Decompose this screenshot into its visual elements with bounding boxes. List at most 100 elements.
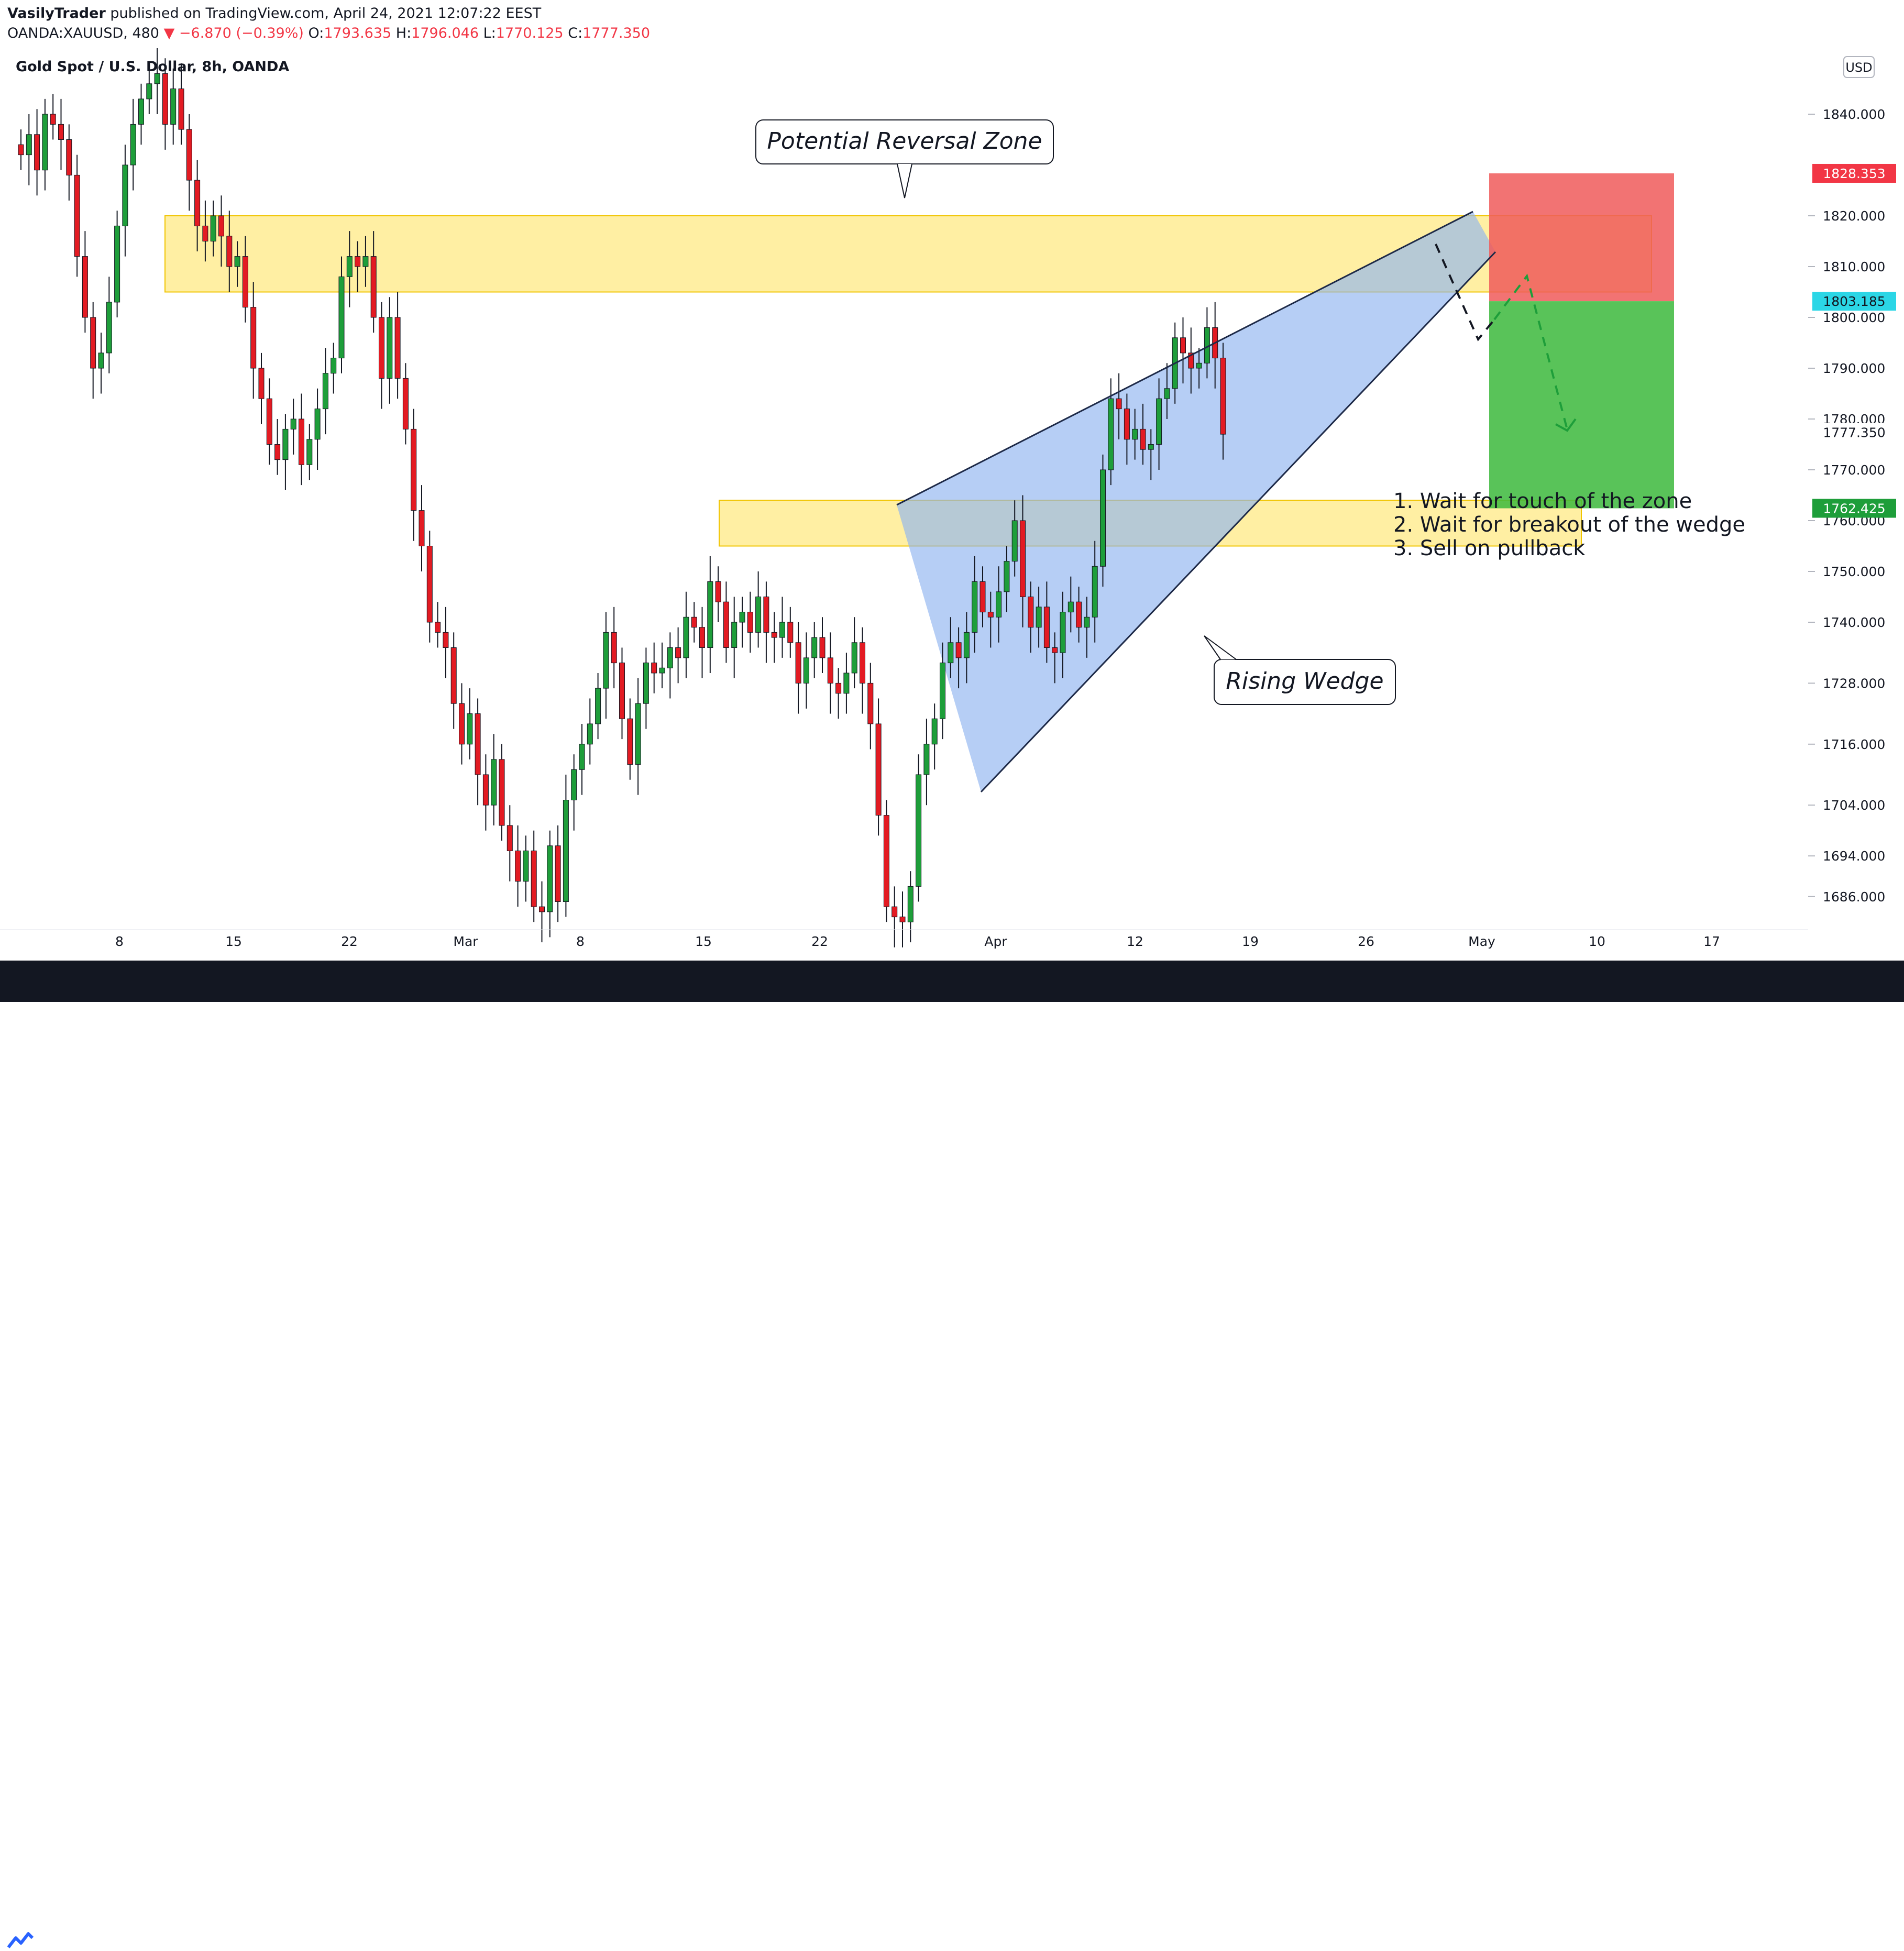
candle-body xyxy=(699,627,705,648)
candle xyxy=(499,744,505,841)
candle-body xyxy=(531,851,537,907)
time-tick-label: Mar xyxy=(453,934,478,949)
candle xyxy=(699,607,705,678)
candle xyxy=(948,617,954,678)
candle xyxy=(419,485,425,571)
candle-body xyxy=(66,139,72,175)
candle-body xyxy=(523,851,529,882)
candle-body xyxy=(50,114,56,125)
candle-body xyxy=(1108,398,1114,470)
candle xyxy=(547,830,553,938)
candle xyxy=(707,556,713,673)
tradingview-brand[interactable]: TradingView xyxy=(38,1933,133,1951)
candle xyxy=(170,68,177,145)
candle xyxy=(218,195,224,267)
candle xyxy=(66,124,72,201)
price-tick-label: 1820.000 xyxy=(1823,208,1885,224)
candle xyxy=(587,698,593,765)
candle xyxy=(771,612,777,663)
candle xyxy=(266,378,272,465)
candle xyxy=(58,98,64,170)
candle xyxy=(98,333,104,394)
candle-body xyxy=(931,718,938,745)
high-label: H: xyxy=(395,25,412,41)
candle xyxy=(314,388,321,470)
candle-body xyxy=(443,632,449,648)
candle-body xyxy=(907,886,914,922)
price-tick-label: 1694.000 xyxy=(1823,848,1885,864)
time-tick-label: 12 xyxy=(1127,934,1143,949)
price-tick-label: 1770.000 xyxy=(1823,462,1885,478)
candle xyxy=(675,627,681,684)
candle-body xyxy=(1036,607,1042,628)
candle-body xyxy=(162,73,168,125)
candle xyxy=(1220,343,1226,460)
candle xyxy=(338,256,345,373)
time-tick-label: 19 xyxy=(1242,934,1259,949)
candle-body xyxy=(875,723,882,816)
candle-body xyxy=(491,759,497,806)
currency-label: USD xyxy=(1845,60,1872,75)
candle xyxy=(122,145,128,257)
candle-body xyxy=(98,352,104,369)
candle xyxy=(1124,393,1130,465)
candle xyxy=(394,292,401,399)
wedge-upper-line xyxy=(896,211,1473,506)
candle xyxy=(138,83,144,145)
price-chart[interactable]: Potential Reversal Zone Rising Wedge 1. Wa… xyxy=(0,0,1904,1002)
candle xyxy=(178,63,184,145)
price-tag-bg xyxy=(1812,163,1896,183)
candle-body xyxy=(338,276,345,359)
candle xyxy=(940,642,945,740)
candle-body xyxy=(475,713,481,775)
reversal-zone-label: Potential Reversal Zone xyxy=(767,128,1042,155)
candle-body xyxy=(923,744,930,775)
candle xyxy=(1132,409,1138,460)
candle xyxy=(162,58,168,150)
candle-body xyxy=(467,713,473,745)
candle xyxy=(202,200,208,262)
candle-body xyxy=(266,398,272,445)
candle-body xyxy=(1164,388,1170,399)
candle-body xyxy=(955,642,962,658)
candle-body xyxy=(242,256,248,308)
currency-box xyxy=(1843,56,1875,78)
symbol-label[interactable]: OANDA:XAUUSD, 480 xyxy=(7,25,159,41)
candle-body xyxy=(675,647,681,658)
candle-body xyxy=(290,418,296,429)
candle-body xyxy=(482,774,489,806)
candle-body xyxy=(362,256,369,267)
candle xyxy=(74,155,80,277)
candle-body xyxy=(691,616,697,628)
close-label: C: xyxy=(568,25,583,41)
candle-body xyxy=(459,703,465,745)
candle-body xyxy=(972,581,978,633)
candle xyxy=(411,409,417,541)
candle xyxy=(355,241,361,292)
candle-body xyxy=(739,612,745,623)
candle xyxy=(747,591,753,653)
candle-body xyxy=(1116,398,1122,410)
candle xyxy=(979,566,986,627)
candle-body xyxy=(963,632,970,658)
candle-body xyxy=(42,114,48,171)
candle xyxy=(996,566,1002,643)
rising-wedge-callout-tail xyxy=(1204,635,1237,660)
candle-body xyxy=(779,622,785,638)
plan-step: 3. Sell on pullback xyxy=(1393,536,1586,560)
candle-body xyxy=(731,622,738,648)
candle xyxy=(50,94,56,140)
candle xyxy=(779,597,785,658)
candle-body xyxy=(411,428,417,511)
candle-body xyxy=(26,134,32,156)
price-tick-label: 1810.000 xyxy=(1823,259,1885,274)
candle-body xyxy=(394,317,401,379)
candle-body xyxy=(627,718,633,765)
author-name[interactable]: VasilyTrader xyxy=(7,5,106,21)
candle xyxy=(290,399,296,455)
price-tick-label: 1704.000 xyxy=(1823,798,1885,813)
candle xyxy=(459,683,465,765)
candle-body xyxy=(435,622,441,633)
candle-body xyxy=(1011,520,1018,562)
candle xyxy=(274,419,281,475)
